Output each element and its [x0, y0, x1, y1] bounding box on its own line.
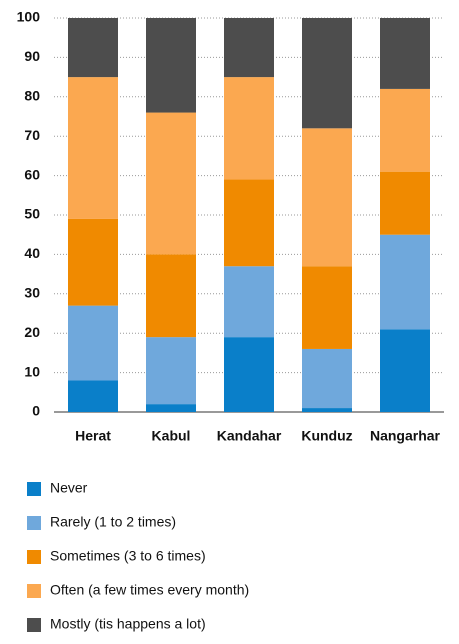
- bar-segment: [146, 337, 196, 405]
- bar-segment: [68, 18, 118, 78]
- y-tick-label: 100: [17, 9, 41, 25]
- legend-label: Mostly (tis happens a lot): [50, 616, 206, 632]
- bar-segment: [224, 337, 274, 412]
- y-tick-label: 10: [24, 363, 40, 379]
- bar-segment: [380, 234, 430, 330]
- bar-segment: [302, 128, 352, 267]
- bar-segment: [302, 18, 352, 129]
- bar-segment: [302, 266, 352, 349]
- legend-swatch: [27, 516, 41, 530]
- x-tick-label: Kandahar: [217, 428, 282, 444]
- legend-label: Never: [50, 480, 88, 496]
- bar-segment: [380, 18, 430, 89]
- bar-segment: [224, 179, 274, 267]
- bar-segment: [224, 77, 274, 180]
- bar-segment: [68, 305, 118, 381]
- x-tick-label: Kabul: [152, 428, 191, 444]
- bar-segment: [146, 112, 196, 255]
- legend-swatch: [27, 482, 41, 496]
- x-tick-label: Herat: [75, 428, 111, 444]
- bar-segment: [68, 77, 118, 219]
- legend-swatch: [27, 550, 41, 564]
- legend-swatch: [27, 618, 41, 632]
- y-tick-label: 0: [32, 403, 40, 419]
- legend-label: Rarely (1 to 2 times): [50, 514, 176, 530]
- x-tick-label: Kunduz: [301, 428, 352, 444]
- bar-segment: [146, 404, 196, 412]
- y-tick-label: 60: [24, 166, 40, 182]
- bar-segment: [146, 18, 196, 113]
- y-tick-label: 90: [24, 48, 40, 64]
- legend-swatch: [27, 584, 41, 598]
- legend-label: Often (a few times every month): [50, 582, 249, 598]
- bar-segment: [146, 254, 196, 338]
- y-tick-label: 30: [24, 285, 40, 301]
- y-tick-label: 20: [24, 324, 40, 340]
- x-tick-label: Nangarhar: [370, 428, 441, 444]
- y-tick-label: 50: [24, 206, 40, 222]
- bar-segment: [302, 348, 352, 409]
- bar-segment: [68, 380, 118, 412]
- bar-segment: [380, 329, 430, 412]
- y-tick-label: 70: [24, 127, 40, 143]
- legend-label: Sometimes (3 to 6 times): [50, 548, 206, 564]
- bar-segment: [380, 171, 430, 235]
- y-tick-label: 40: [24, 245, 40, 261]
- y-tick-label: 80: [24, 88, 40, 104]
- bar-segment: [302, 408, 352, 412]
- bar-segment: [68, 218, 118, 306]
- bar-segment: [224, 266, 274, 338]
- bar-segment: [380, 88, 430, 172]
- bar-segment: [224, 18, 274, 78]
